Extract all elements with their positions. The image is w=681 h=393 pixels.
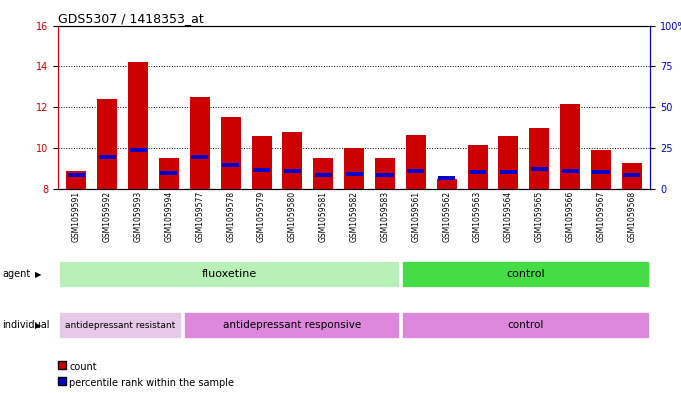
Text: GSM1059582: GSM1059582 bbox=[349, 191, 359, 242]
Bar bbox=[222, 163, 239, 167]
Bar bbox=[469, 170, 486, 174]
Bar bbox=[438, 176, 455, 180]
Bar bbox=[498, 136, 518, 189]
Text: control: control bbox=[507, 320, 544, 330]
Bar bbox=[592, 170, 609, 174]
Text: GSM1059577: GSM1059577 bbox=[195, 191, 204, 242]
Text: GSM1059564: GSM1059564 bbox=[504, 191, 513, 242]
Text: GSM1059567: GSM1059567 bbox=[597, 191, 605, 242]
Text: GSM1059561: GSM1059561 bbox=[411, 191, 420, 242]
Bar bbox=[468, 145, 488, 189]
Bar bbox=[99, 155, 116, 159]
Bar bbox=[68, 173, 85, 177]
Bar bbox=[530, 167, 548, 171]
Bar bbox=[500, 170, 517, 174]
Bar bbox=[97, 99, 117, 189]
Bar bbox=[191, 155, 208, 159]
Bar bbox=[315, 173, 332, 177]
Bar bbox=[402, 312, 649, 338]
Bar bbox=[622, 163, 642, 189]
Text: ▶: ▶ bbox=[35, 321, 42, 330]
Bar bbox=[437, 180, 457, 189]
Bar bbox=[560, 104, 580, 189]
Bar bbox=[161, 171, 178, 175]
Text: antidepressant resistant: antidepressant resistant bbox=[65, 321, 176, 330]
Text: fluoxetine: fluoxetine bbox=[202, 269, 257, 279]
Bar bbox=[344, 148, 364, 189]
Text: GSM1059594: GSM1059594 bbox=[165, 191, 174, 242]
Bar bbox=[66, 171, 86, 189]
Bar bbox=[377, 173, 394, 177]
Text: individual: individual bbox=[2, 320, 50, 330]
Text: GSM1059568: GSM1059568 bbox=[627, 191, 636, 242]
Bar bbox=[253, 168, 270, 172]
Bar bbox=[251, 136, 272, 189]
Bar bbox=[562, 169, 579, 173]
Text: GSM1059566: GSM1059566 bbox=[566, 191, 575, 242]
Bar bbox=[128, 62, 148, 189]
Text: ▶: ▶ bbox=[35, 270, 42, 279]
Text: agent: agent bbox=[2, 269, 30, 279]
Bar bbox=[59, 261, 399, 287]
Bar bbox=[623, 173, 640, 177]
Bar bbox=[591, 150, 611, 189]
Text: control: control bbox=[506, 269, 545, 279]
Bar bbox=[313, 158, 333, 189]
Text: count: count bbox=[69, 362, 97, 373]
Text: percentile rank within the sample: percentile rank within the sample bbox=[69, 378, 234, 388]
Bar bbox=[190, 97, 210, 189]
Bar bbox=[407, 169, 424, 173]
Text: GSM1059580: GSM1059580 bbox=[288, 191, 297, 242]
Text: antidepressant responsive: antidepressant responsive bbox=[223, 320, 361, 330]
Text: GSM1059578: GSM1059578 bbox=[226, 191, 235, 242]
Bar bbox=[159, 158, 179, 189]
Text: GSM1059579: GSM1059579 bbox=[257, 191, 266, 242]
Text: GSM1059583: GSM1059583 bbox=[381, 191, 390, 242]
Bar bbox=[283, 132, 302, 189]
Bar bbox=[221, 117, 240, 189]
Bar bbox=[406, 135, 426, 189]
Text: GSM1059593: GSM1059593 bbox=[133, 191, 142, 242]
Bar bbox=[345, 172, 363, 176]
Text: GSM1059592: GSM1059592 bbox=[103, 191, 112, 242]
Text: GSM1059565: GSM1059565 bbox=[535, 191, 543, 242]
Bar bbox=[129, 148, 146, 152]
Bar bbox=[284, 169, 301, 173]
Text: GSM1059563: GSM1059563 bbox=[473, 191, 482, 242]
Bar bbox=[529, 129, 550, 189]
Bar bbox=[184, 312, 399, 338]
Text: GSM1059562: GSM1059562 bbox=[442, 191, 452, 242]
Bar bbox=[59, 312, 181, 338]
Bar bbox=[402, 261, 649, 287]
Bar bbox=[375, 158, 395, 189]
Text: GSM1059581: GSM1059581 bbox=[319, 191, 328, 242]
Text: GDS5307 / 1418353_at: GDS5307 / 1418353_at bbox=[58, 12, 204, 25]
Text: GSM1059591: GSM1059591 bbox=[72, 191, 81, 242]
